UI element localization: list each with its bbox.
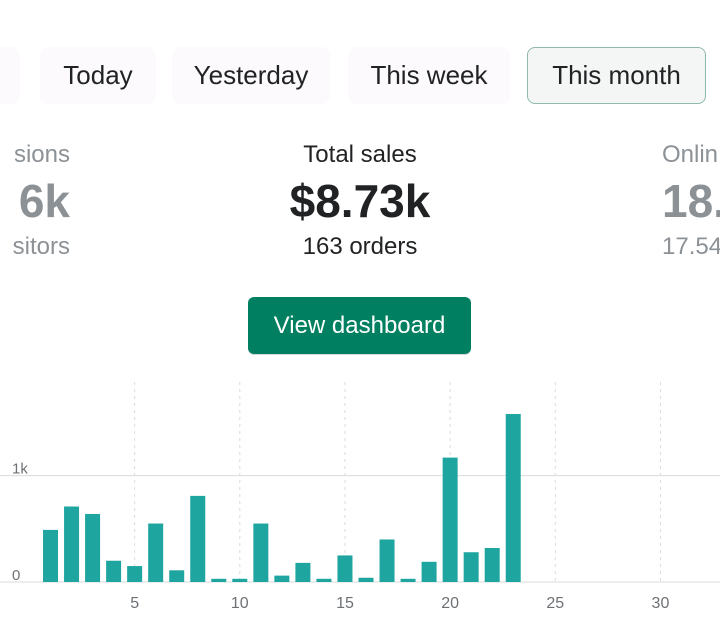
sales-bar-chart: 0 1k 5 10 15 20 25 30 xyxy=(0,382,720,612)
chart-bar xyxy=(169,570,185,582)
online-sub: 17.54 xyxy=(662,233,720,260)
chart-bar xyxy=(379,539,395,582)
chart-bar xyxy=(358,577,374,582)
chart-bar xyxy=(442,457,458,582)
visitors-sub: sitors xyxy=(12,233,70,260)
chart-bar xyxy=(337,555,353,582)
chart-bar xyxy=(148,523,164,582)
sessions-metric-card[interactable]: sions 6k sitors xyxy=(0,140,70,262)
online-value: 18. xyxy=(662,175,720,227)
tab-yesterday[interactable]: Yesterday xyxy=(172,47,330,104)
total-sales-label: Total sales xyxy=(303,141,417,168)
y-tick-label: 0 xyxy=(12,567,20,584)
sessions-value: 6k xyxy=(18,175,70,227)
x-tick-label: 30 xyxy=(652,595,670,612)
online-metric-card[interactable]: Onlin 18. 17.54 xyxy=(662,140,720,262)
tab-today[interactable]: Today xyxy=(40,47,156,104)
chart-bar xyxy=(316,578,332,582)
chart-bar xyxy=(127,566,143,582)
y-tick-label: 1k xyxy=(12,461,28,478)
chart-bar xyxy=(85,513,101,582)
tab-this-month[interactable]: This month xyxy=(527,47,706,104)
view-dashboard-button[interactable]: View dashboard xyxy=(248,297,471,354)
tab-previous-partial[interactable] xyxy=(0,47,20,104)
chart-bar xyxy=(463,552,479,582)
x-tick-label: 25 xyxy=(546,595,564,612)
chart-bar xyxy=(274,575,290,582)
chart-bar xyxy=(64,506,80,582)
chart-bar xyxy=(190,495,206,582)
x-tick-label: 15 xyxy=(336,595,354,612)
chart-bar xyxy=(484,547,500,582)
chart-bar xyxy=(400,578,416,582)
tab-this-week[interactable]: This week xyxy=(348,47,510,104)
orders-count: 163 orders xyxy=(302,233,418,260)
chart-bar xyxy=(253,523,269,582)
x-tick-label: 20 xyxy=(441,595,459,612)
online-label: Onlin xyxy=(662,141,719,168)
x-tick-label: 10 xyxy=(231,595,249,612)
total-sales-metric-card: Total sales $8.73k 163 orders xyxy=(210,140,510,262)
sessions-label: sions xyxy=(13,141,70,168)
chart-bar xyxy=(295,562,311,582)
chart-bar xyxy=(505,414,521,582)
chart-bar xyxy=(211,578,227,582)
chart-bar xyxy=(106,560,122,582)
chart-bar xyxy=(421,561,437,582)
x-tick-label: 5 xyxy=(130,595,139,612)
total-sales-value: $8.73k xyxy=(289,175,431,227)
chart-bar xyxy=(232,578,248,582)
chart-bar xyxy=(43,529,59,582)
